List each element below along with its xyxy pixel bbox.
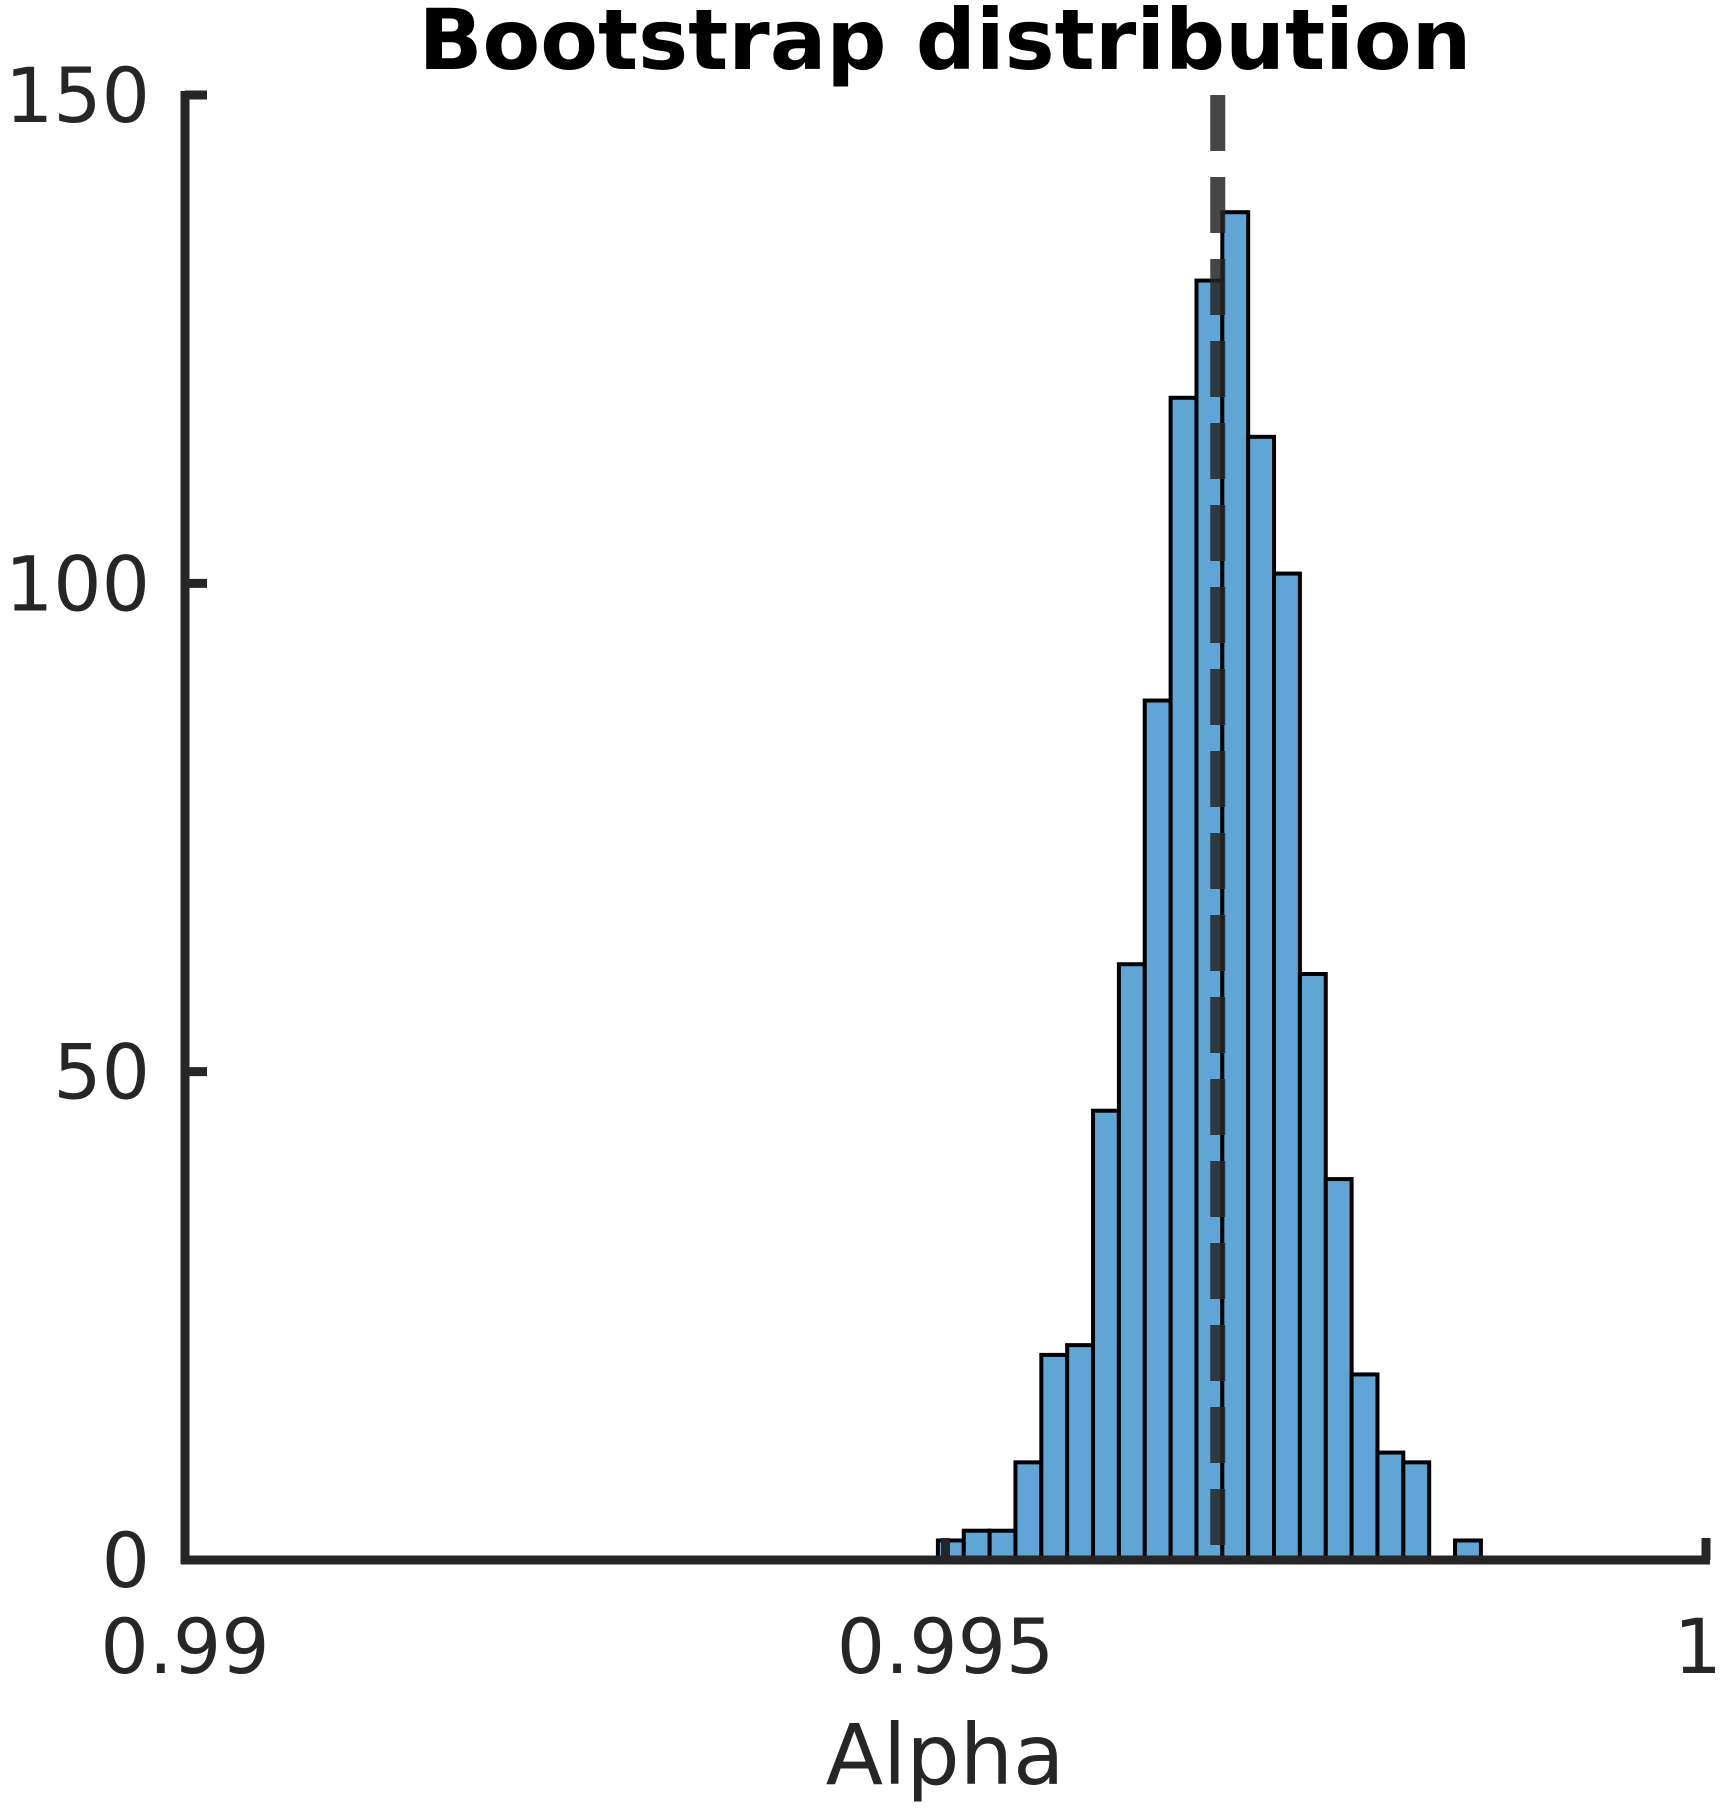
y-tick-label: 50	[53, 1028, 150, 1117]
y-tick-label: 0	[102, 1516, 150, 1605]
y-tick-label: 100	[5, 539, 150, 628]
tick-labels: 0 50 100 150 0.99 0.995 1	[5, 51, 1722, 1691]
histogram-bar	[1091, 1108, 1121, 1562]
y-tick-label: 150	[5, 51, 150, 140]
chart-title: Bootstrap distribution	[419, 0, 1472, 89]
histogram-bar	[1401, 1460, 1432, 1562]
x-tick-label: 0.995	[837, 1602, 1055, 1691]
histogram-bar	[1065, 1343, 1096, 1562]
histogram-bar	[1349, 1372, 1380, 1563]
histogram-bars	[935, 210, 1483, 1563]
histogram-bar	[1142, 698, 1173, 1562]
histogram-bar	[1013, 1460, 1044, 1562]
histogram-bar	[1116, 962, 1147, 1562]
x-tick-label: 1	[1674, 1602, 1722, 1691]
histogram-bar	[1246, 434, 1277, 1563]
histogram-bar	[1272, 571, 1302, 1562]
histogram-bar	[1297, 972, 1328, 1562]
histogram-bar	[1168, 395, 1199, 1562]
x-axis-label: Alpha	[826, 1706, 1065, 1804]
histogram-bar	[1323, 1177, 1354, 1562]
histogram-bar	[1220, 210, 1251, 1563]
histogram-bar	[1039, 1352, 1070, 1563]
x-tick-label: 0.99	[100, 1602, 269, 1691]
axes	[180, 90, 1711, 1565]
histogram-bar	[1375, 1450, 1406, 1562]
